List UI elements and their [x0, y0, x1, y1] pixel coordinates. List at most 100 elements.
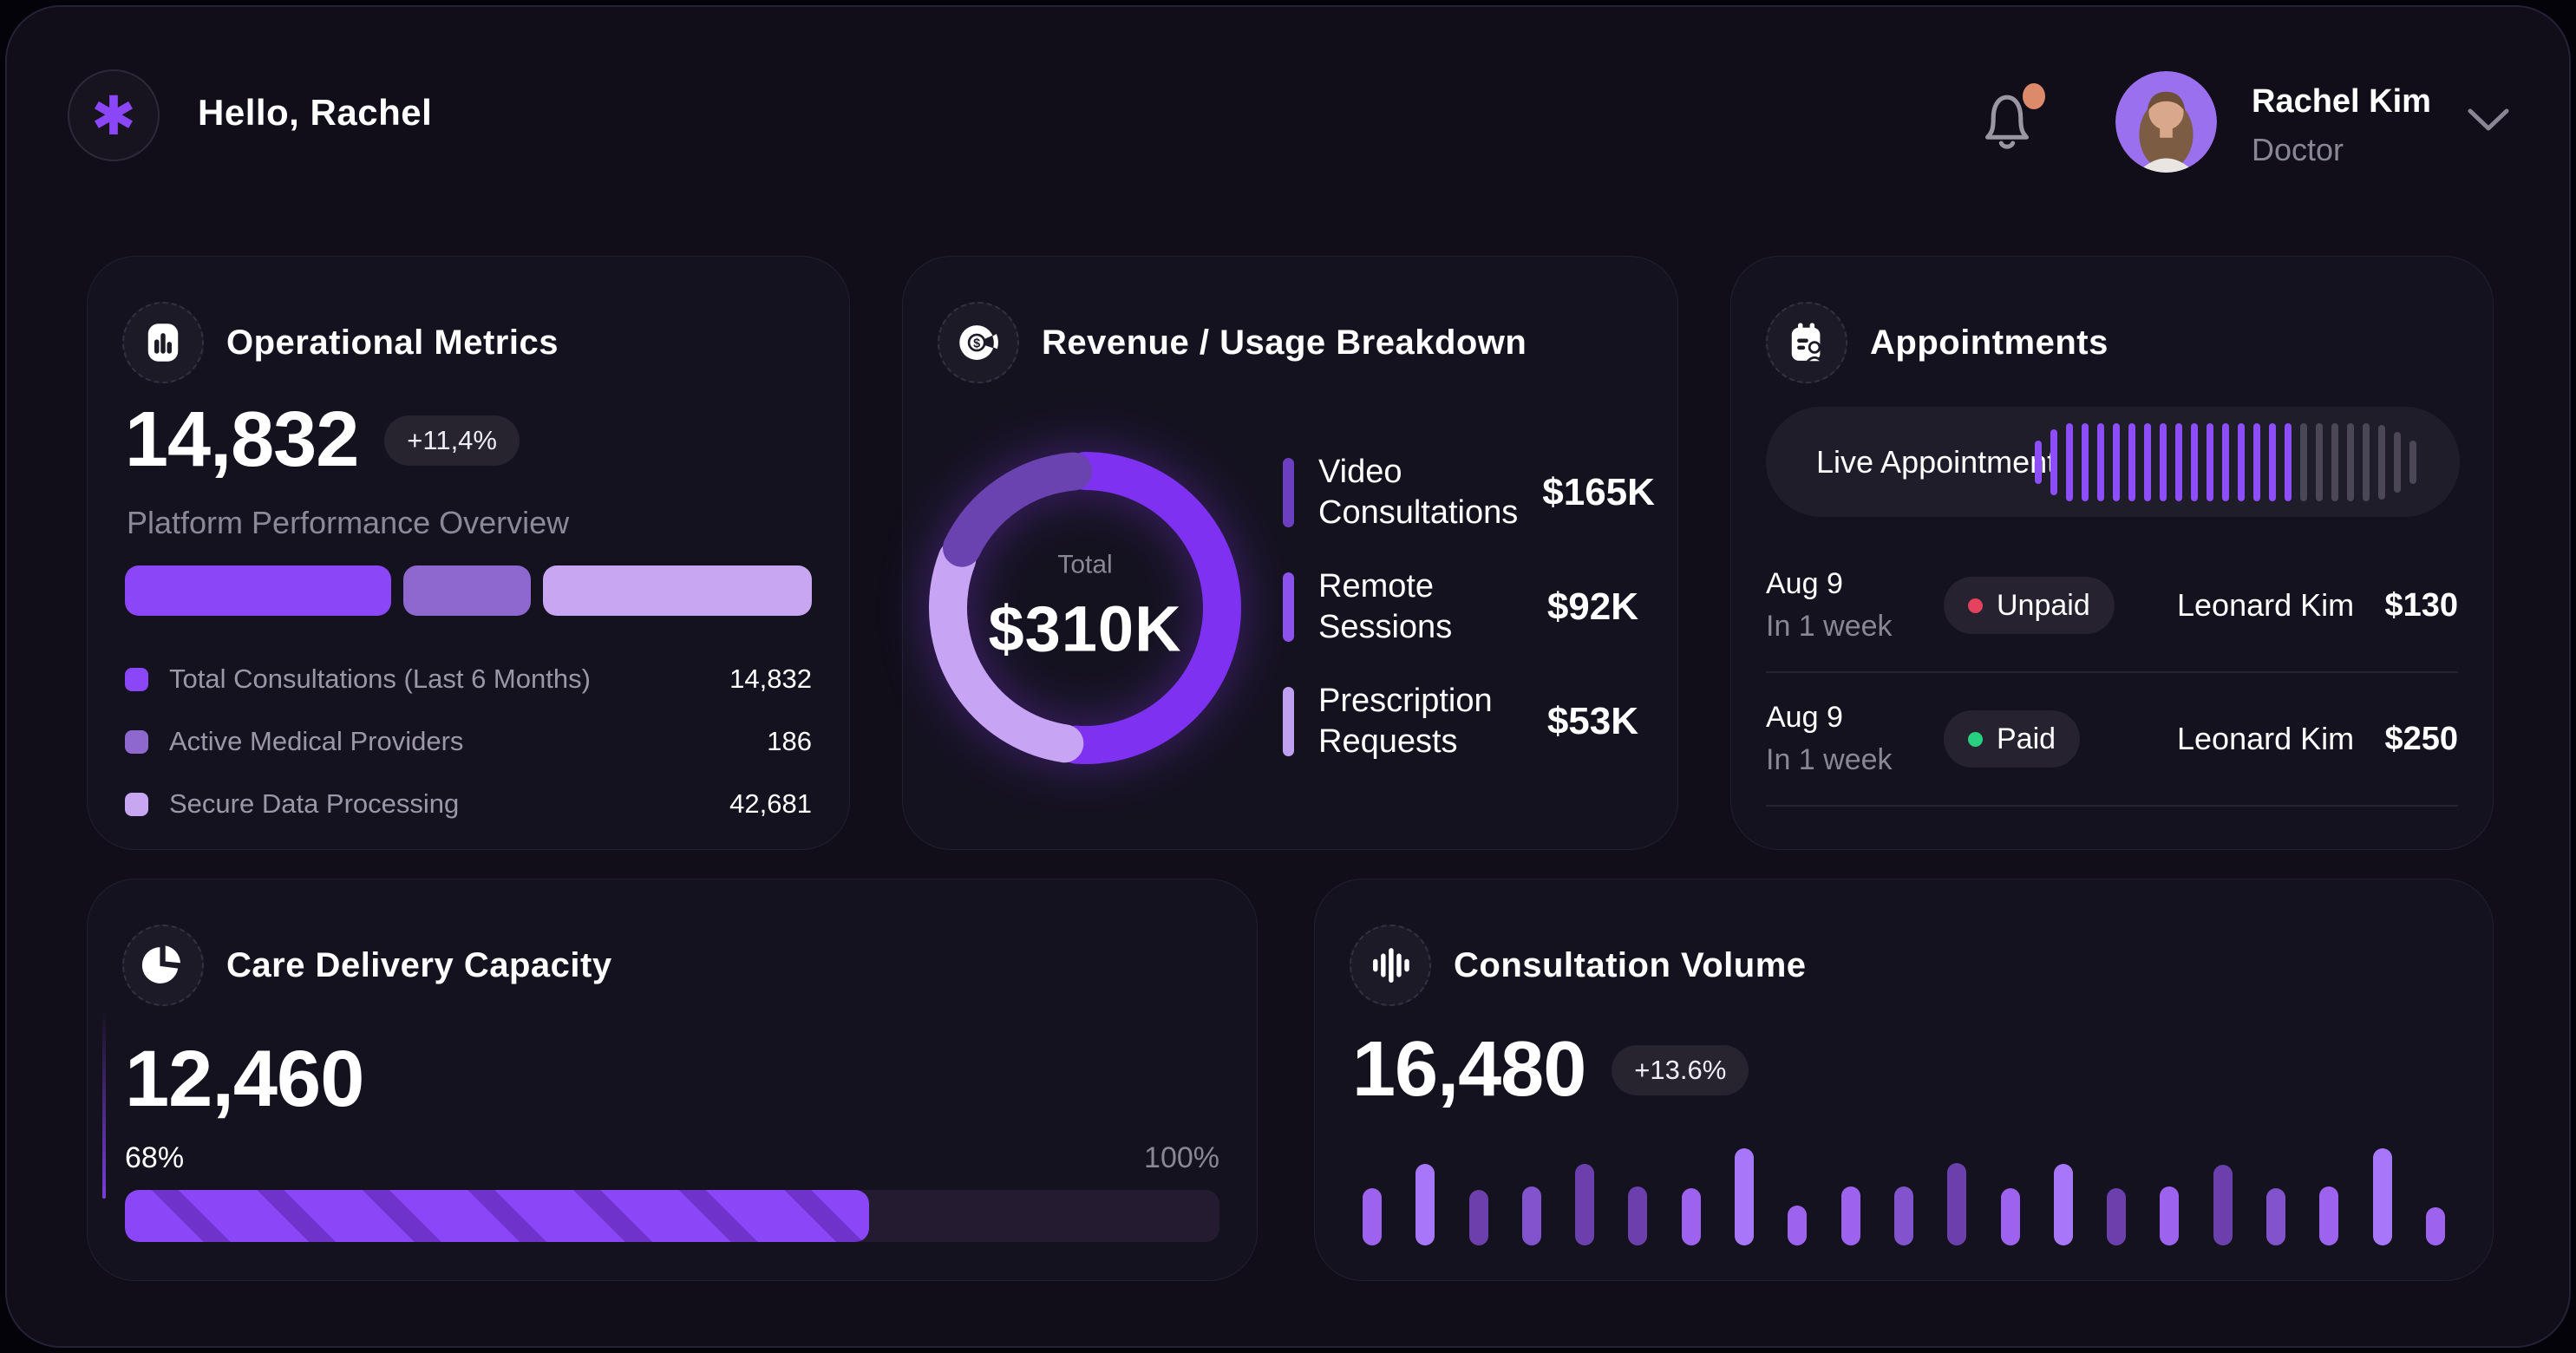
capacity-progress-track	[125, 1190, 1219, 1242]
waveform-bar-active	[2175, 422, 2182, 501]
volume-bar	[1363, 1188, 1382, 1245]
waveform-bar-inactive	[2378, 424, 2385, 500]
waveform-icon	[1373, 948, 1409, 983]
appointment-row[interactable]: Aug 9 In 1 week Paid Leonard Kim $250	[1766, 685, 2458, 793]
status-text: Unpaid	[1997, 588, 2090, 622]
volume-delta-badge: +13.6%	[1612, 1044, 1749, 1095]
waveform-bar-active	[2144, 422, 2151, 501]
waveform-bar-active	[2238, 422, 2245, 501]
appointments-icon-circle	[1766, 302, 1847, 383]
bar-chart-icon	[147, 324, 179, 362]
appointment-date: Aug 9 In 1 week	[1766, 701, 1944, 777]
operational-delta-badge: +11,4%	[384, 415, 520, 466]
asterisk-logo-icon: ✱	[91, 87, 136, 147]
waveform-bar-active	[2066, 422, 2073, 501]
status-dot	[1968, 598, 1983, 613]
waveform-bar-active	[2222, 422, 2229, 501]
volume-bar	[2213, 1165, 2233, 1245]
status-dot	[1968, 731, 1983, 747]
appointment-row[interactable]: Aug 9 In 1 week Unpaid Leonard Kim $130	[1766, 552, 2458, 659]
live-audio-waveform	[2035, 407, 2416, 517]
appointment-date: Aug 9 In 1 week	[1766, 567, 1944, 644]
consultation-volume-card: Consultation Volume 16,480 +13.6%	[1314, 879, 2494, 1281]
appointment-list: Aug 9 In 1 week Unpaid Leonard Kim $130 Aug 9…	[1766, 552, 2458, 819]
revenue-donut-chart	[912, 435, 1259, 781]
status-text: Paid	[1997, 722, 2056, 755]
patient-name: Leonard Kim	[2177, 587, 2355, 623]
legend-value: 186	[767, 726, 812, 756]
waveform-bar-inactive	[2363, 422, 2370, 501]
chevron-down-icon	[2468, 108, 2509, 131]
volume-bar	[2319, 1186, 2339, 1245]
waveform-bar-active	[2113, 422, 2120, 501]
revenue-legend-marker	[1283, 458, 1294, 527]
revenue-legend-value: $165K	[1542, 471, 1655, 513]
revenue-legend-label: Video Consultations	[1318, 453, 1519, 532]
donut-total-value: $310K	[988, 592, 1182, 665]
waveform-bar-active	[2128, 422, 2135, 501]
volume-bar	[1840, 1186, 1860, 1245]
greeting-text: Hello, Rachel	[198, 92, 433, 133]
row-divider	[1766, 805, 2458, 807]
operational-metrics-card: Operational Metrics 14,832 +11,4% Platfo…	[87, 256, 850, 850]
legend-label: Total Consultations (Last 6 Months)	[169, 663, 591, 694]
volume-bar	[1947, 1163, 1967, 1245]
volume-bar	[1681, 1188, 1701, 1245]
volume-icon-circle	[1350, 925, 1431, 1006]
live-appointment-pill[interactable]: Live Appointment	[1766, 407, 2460, 517]
volume-bar	[1468, 1190, 1488, 1245]
live-appointment-label: Live Appointment	[1816, 443, 2056, 480]
volume-bar	[1575, 1164, 1595, 1245]
volume-bar	[2266, 1188, 2286, 1245]
clipboard-person-icon	[1791, 323, 1826, 364]
waveform-bar-inactive	[2347, 422, 2354, 501]
waveform-bar-inactive	[2394, 431, 2401, 493]
volume-bar-chart	[1363, 1143, 2445, 1245]
operational-metrics-icon-circle	[122, 302, 204, 383]
legend-row: Active Medical Providers 186	[125, 711, 812, 772]
revenue-icon-circle: $	[938, 302, 1019, 383]
user-role: Doctor	[2252, 132, 2344, 167]
volume-bar	[2425, 1207, 2445, 1245]
segmented-progress-bar	[125, 565, 812, 616]
revenue-legend-marker	[1283, 687, 1294, 756]
user-name: Rachel Kim	[2252, 83, 2431, 120]
revenue-legend: Video Consultations $165K Remote Sessions $92…	[1283, 451, 1655, 763]
waveform-bar-inactive	[2300, 422, 2307, 501]
waveform-bar-active	[2207, 422, 2213, 501]
volume-bar	[1415, 1164, 1435, 1245]
volume-bar	[2160, 1186, 2180, 1245]
capacity-max-pct: 100%	[1144, 1141, 1219, 1174]
avatar[interactable]	[2115, 71, 2217, 173]
appointments-card: Appointments Live Appointment Aug 9 In 1 …	[1730, 256, 2494, 850]
donut-center-labels: Total $310K	[988, 551, 1181, 666]
donut-total-label: Total	[1057, 550, 1113, 579]
volume-value: 16,480	[1352, 1026, 1586, 1113]
operational-value: 14,832	[125, 396, 359, 483]
donut-segment-2	[929, 452, 1241, 764]
patient-name: Leonard Kim	[2177, 721, 2355, 756]
row-divider	[1766, 671, 2458, 673]
donut-segment-3	[929, 452, 1241, 764]
waveform-bar-inactive	[2316, 422, 2323, 501]
revenue-legend-row: Remote Sessions $92K	[1283, 565, 1638, 649]
volume-bar	[2372, 1148, 2392, 1245]
appointment-price: $250	[2384, 720, 2458, 757]
app-logo[interactable]: ✱	[68, 69, 160, 161]
volume-bar	[2053, 1164, 2073, 1245]
revenue-legend-marker	[1283, 572, 1294, 642]
waveform-bar-active	[2035, 440, 2042, 484]
waveform-bar-active	[2285, 422, 2292, 501]
pie-chart-icon	[141, 945, 180, 984]
waveform-bar-active	[2082, 422, 2089, 501]
card-title: Appointments	[1870, 323, 2109, 362]
notifications-button[interactable]	[1976, 83, 2050, 161]
waveform-bar-active	[2160, 422, 2167, 501]
care-capacity-card: Care Delivery Capacity 12,460 68% 100%	[87, 879, 1258, 1281]
notification-dot	[2023, 83, 2045, 109]
payment-status-badge: Paid	[1944, 710, 2081, 768]
volume-bar	[1735, 1148, 1755, 1245]
user-menu-button[interactable]	[2466, 106, 2511, 138]
capacity-progress-fill	[125, 1190, 870, 1242]
